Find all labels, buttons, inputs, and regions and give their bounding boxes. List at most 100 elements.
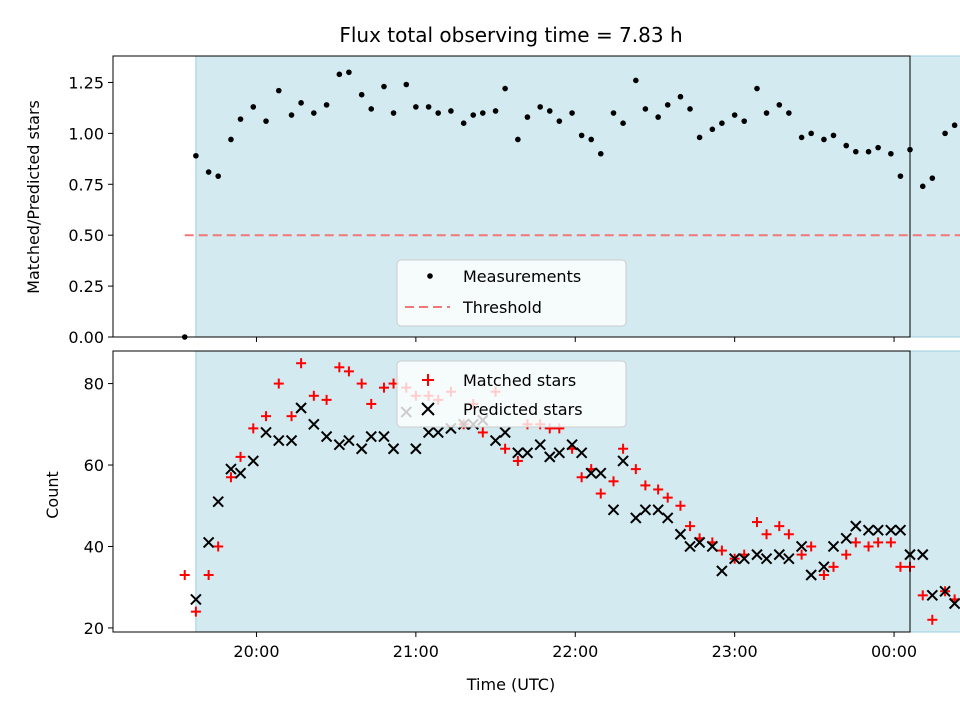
predicted-marker-b — [948, 597, 960, 610]
matched-point — [630, 464, 641, 475]
measurement-point — [492, 108, 499, 114]
measurement-point — [460, 120, 467, 126]
predicted-point — [432, 426, 444, 439]
measurement-point — [228, 136, 234, 143]
predicted-point — [894, 524, 907, 536]
measurement-point — [470, 112, 477, 118]
bottom-y-tick-label: 60 — [84, 456, 104, 475]
predicted-point — [320, 430, 333, 443]
top-legend: Measurements Threshold — [396, 259, 627, 327]
bottom-y-tick-label: 40 — [84, 537, 104, 556]
predicted-marker-b — [693, 536, 706, 549]
matched-point — [321, 394, 332, 405]
predicted-marker-b — [607, 504, 620, 516]
matched-point — [653, 484, 664, 495]
predicted-marker-b — [575, 447, 588, 459]
predicted-point — [827, 540, 840, 553]
measurement-point — [323, 102, 330, 108]
predicted-point — [422, 426, 435, 439]
matched-point — [213, 541, 224, 552]
measurement-point — [798, 134, 805, 141]
measurement-point — [515, 136, 521, 143]
measurement-point — [480, 110, 486, 116]
predicted-point — [783, 552, 795, 565]
x-tick-label: 22:00 — [552, 642, 598, 661]
measurement-point — [546, 108, 553, 114]
predicted-marker-b — [521, 447, 534, 459]
measurement-point — [888, 150, 894, 157]
top-y-tick-label: 0.50 — [68, 226, 104, 245]
measurement-point — [336, 71, 343, 78]
x-tick-label: 00:00 — [871, 642, 917, 661]
predicted-point — [818, 561, 830, 573]
predicted-point — [662, 512, 674, 524]
measurement-point — [687, 106, 693, 112]
top-y-axis-label: Matched/Predicted stars — [24, 100, 43, 294]
bottom-y-tick-label: 20 — [84, 619, 104, 638]
matched-point — [286, 411, 297, 422]
predicted-marker-b — [544, 451, 556, 463]
predicted-point — [795, 540, 808, 553]
matched-point — [179, 569, 190, 580]
legend-predicted-label: Predicted stars — [463, 400, 583, 419]
matched-point — [235, 451, 246, 462]
matched-point — [850, 537, 861, 548]
predicted-point — [862, 524, 875, 536]
measurement-point — [951, 122, 958, 129]
matched-point — [308, 390, 319, 401]
measurement-point — [853, 148, 859, 155]
measurement-point — [403, 81, 410, 88]
measurement-point — [578, 132, 585, 139]
measurement-point — [193, 152, 199, 159]
matched-point — [500, 443, 511, 454]
predicted-marker-b — [285, 434, 298, 447]
predicted-point — [247, 455, 259, 467]
matched-point — [640, 480, 651, 491]
measurement-point — [942, 130, 948, 137]
matched-point — [273, 378, 284, 389]
predicted-marker-b — [534, 438, 546, 451]
predicted-marker-b — [308, 418, 320, 431]
matched-point — [595, 488, 606, 499]
predicted-point — [939, 585, 951, 597]
predicted-marker-b — [872, 524, 884, 536]
predicted-marker-b — [850, 520, 862, 532]
measurement-point — [741, 118, 748, 124]
legend-matched-label: Matched stars — [463, 371, 576, 390]
predicted-point — [212, 495, 224, 508]
predicted-point — [773, 548, 785, 561]
predicted-point — [378, 430, 390, 443]
measurement-point — [435, 110, 441, 116]
measurement-point — [919, 183, 926, 190]
predicted-point — [716, 565, 728, 577]
predicted-marker-b — [320, 430, 333, 443]
top-y-tick-label: 0.25 — [68, 277, 104, 296]
matched-point — [873, 537, 884, 548]
predicted-point — [617, 455, 629, 467]
measurement-point — [368, 106, 375, 112]
matched-point — [248, 423, 259, 434]
measurement-point — [677, 93, 684, 100]
measurement-point — [821, 136, 827, 143]
predicted-marker-b — [512, 447, 524, 459]
predicted-marker-b — [260, 426, 272, 439]
bottom-y-axis-label: Count — [43, 471, 62, 519]
count-panel: Matched stars Predicted stars 20 40 60 80 20:0… — [84, 350, 960, 661]
predicted-marker-b — [365, 430, 377, 443]
predicted-point — [202, 536, 215, 549]
matched-point — [841, 549, 852, 560]
x-tick-label: 23:00 — [712, 642, 758, 661]
matched-point — [927, 614, 938, 625]
matched-point — [895, 561, 906, 572]
matched-point — [818, 569, 829, 580]
predicted-point — [728, 552, 741, 565]
predicted-point — [273, 434, 285, 447]
measurement-point — [786, 110, 792, 116]
predicted-point — [850, 520, 862, 532]
predicted-marker-b — [652, 504, 664, 516]
chart-title: Flux total observing time = 7.83 h — [339, 23, 682, 47]
top-legend-box — [396, 259, 627, 327]
predicted-point — [684, 540, 696, 553]
top-y-tick-label: 0.75 — [68, 175, 104, 194]
predicted-marker-b — [760, 552, 773, 565]
